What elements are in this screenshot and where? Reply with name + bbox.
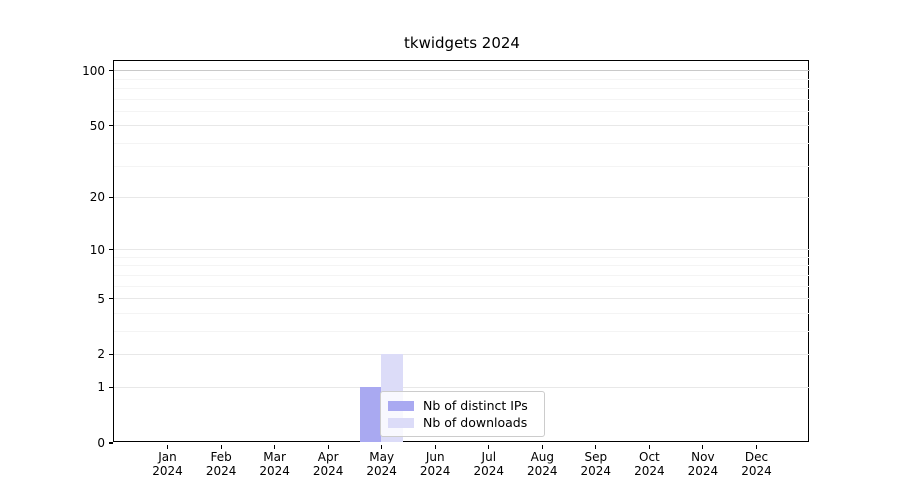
x-tick-label-jun: Jun 2024 [407,450,463,478]
x-tick-month: Feb [210,450,232,464]
chart-title: tkwidgets 2024 [404,34,520,52]
x-tick-mark-mar [274,444,276,449]
x-tick-year: 2024 [687,464,719,478]
y-tick-label-50: 50 [89,118,105,133]
x-tick-month: Jul [481,450,497,464]
y-tick-label-2: 2 [97,347,105,362]
gridline-major-1 [113,386,810,388]
plot-area [112,59,810,443]
y-tick-label-10: 10 [89,242,105,257]
y-tick-label-0: 0 [97,436,105,450]
x-tick-year: 2024 [366,464,397,478]
legend-label: Nb of downloads [423,415,528,430]
y-tick-mark-0 [108,442,113,444]
y-tick-mark-20 [108,196,113,198]
gridline-major-100 [113,70,810,72]
x-tick-month: Jun [425,450,445,464]
gridline-minor-60 [113,110,810,112]
x-tick-month: Sep [584,450,608,464]
legend-entry-1: Nb of downloads [388,415,536,430]
legend-entry-0: Nb of distinct IPs [388,398,536,413]
x-tick-mark-may [381,444,383,449]
y-tick-mark-2 [108,353,113,355]
x-tick-month: Mar [263,450,286,464]
y-tick-mark-5 [108,297,113,300]
gridline-minor-80 [113,88,810,90]
x-tick-label-apr: Apr 2024 [300,450,356,478]
x-tick-mark-aug [541,444,543,449]
x-tick-year: 2024 [741,464,772,478]
y-tick-label-100: 100 [82,63,105,78]
x-tick-mark-nov [702,444,704,449]
x-tick-year: 2024 [259,464,290,478]
gridline-minor-40 [113,143,810,144]
x-tick-label-sep: Sep 2024 [568,450,624,478]
gridline-minor-8 [113,265,810,267]
gridline-minor-6 [113,285,810,287]
x-tick-label-jul: Jul 2024 [461,450,517,478]
x-tick-year: 2024 [419,464,451,478]
y-tick-label-20: 20 [89,190,105,205]
x-tick-month: Dec [744,450,769,464]
x-tick-year: 2024 [205,464,237,478]
x-tick-mark-jul [488,444,490,449]
legend-swatch-icon [388,417,414,428]
x-tick-year: 2024 [634,464,665,478]
y-tick-label-5: 5 [97,291,105,306]
x-tick-month: Aug [530,450,555,464]
legend-label: Nb of distinct IPs [423,398,528,413]
y-tick-mark-50 [108,125,113,127]
x-tick-label-jan: Jan 2024 [140,450,196,478]
gridline-minor-30 [113,165,810,167]
gridline-minor-90 [113,78,810,80]
x-tick-mark-jun [434,444,436,449]
legend: Nb of distinct IPs Nb of downloads [380,391,545,437]
x-tick-label-may: May 2024 [354,450,410,478]
x-tick-mark-feb [220,444,222,449]
x-tick-month: May [369,450,395,464]
y-tick-label-1: 1 [97,380,105,395]
x-tick-month: Nov [691,450,715,464]
gridline-minor-4 [113,312,810,314]
x-tick-year: 2024 [312,464,344,478]
gridline-minor-7 [113,274,810,276]
gridline-minor-3 [113,330,810,332]
x-tick-mark-jan [166,444,169,449]
x-tick-mark-dec [755,444,758,449]
y-tick-mark-1 [108,386,113,388]
gridline-major-20 [113,196,810,198]
x-tick-year: 2024 [473,464,505,478]
gridline-major-5 [113,298,810,299]
x-tick-label-nov: Nov 2024 [675,450,731,478]
x-tick-label-dec: Dec 2024 [729,450,785,478]
x-tick-month: Oct [639,450,660,464]
x-tick-label-oct: Oct 2024 [621,450,677,478]
x-tick-mark-apr [327,444,329,449]
x-tick-label-mar: Mar 2024 [247,450,303,478]
x-tick-year: 2024 [527,464,558,478]
y-tick-mark-10 [108,249,113,251]
y-tick-mark-100 [108,70,113,72]
x-tick-year: 2024 [152,464,183,478]
gridline-minor-9 [113,256,810,258]
gridline-major-2 [113,353,810,355]
gridline-minor-70 [113,98,810,100]
x-tick-label-aug: Aug 2024 [514,450,570,478]
x-tick-month: Apr [317,450,339,464]
x-tick-label-feb: Feb 2024 [193,450,249,478]
gridline-major-50 [113,125,810,127]
x-tick-mark-sep [595,444,597,449]
x-tick-mark-oct [648,444,650,449]
gridline-major-10 [113,249,810,251]
bar-nb-of-distinct-ips-may [359,386,382,443]
x-tick-year: 2024 [580,464,612,478]
x-tick-month: Jan [158,450,177,464]
legend-swatch-icon [388,400,414,411]
